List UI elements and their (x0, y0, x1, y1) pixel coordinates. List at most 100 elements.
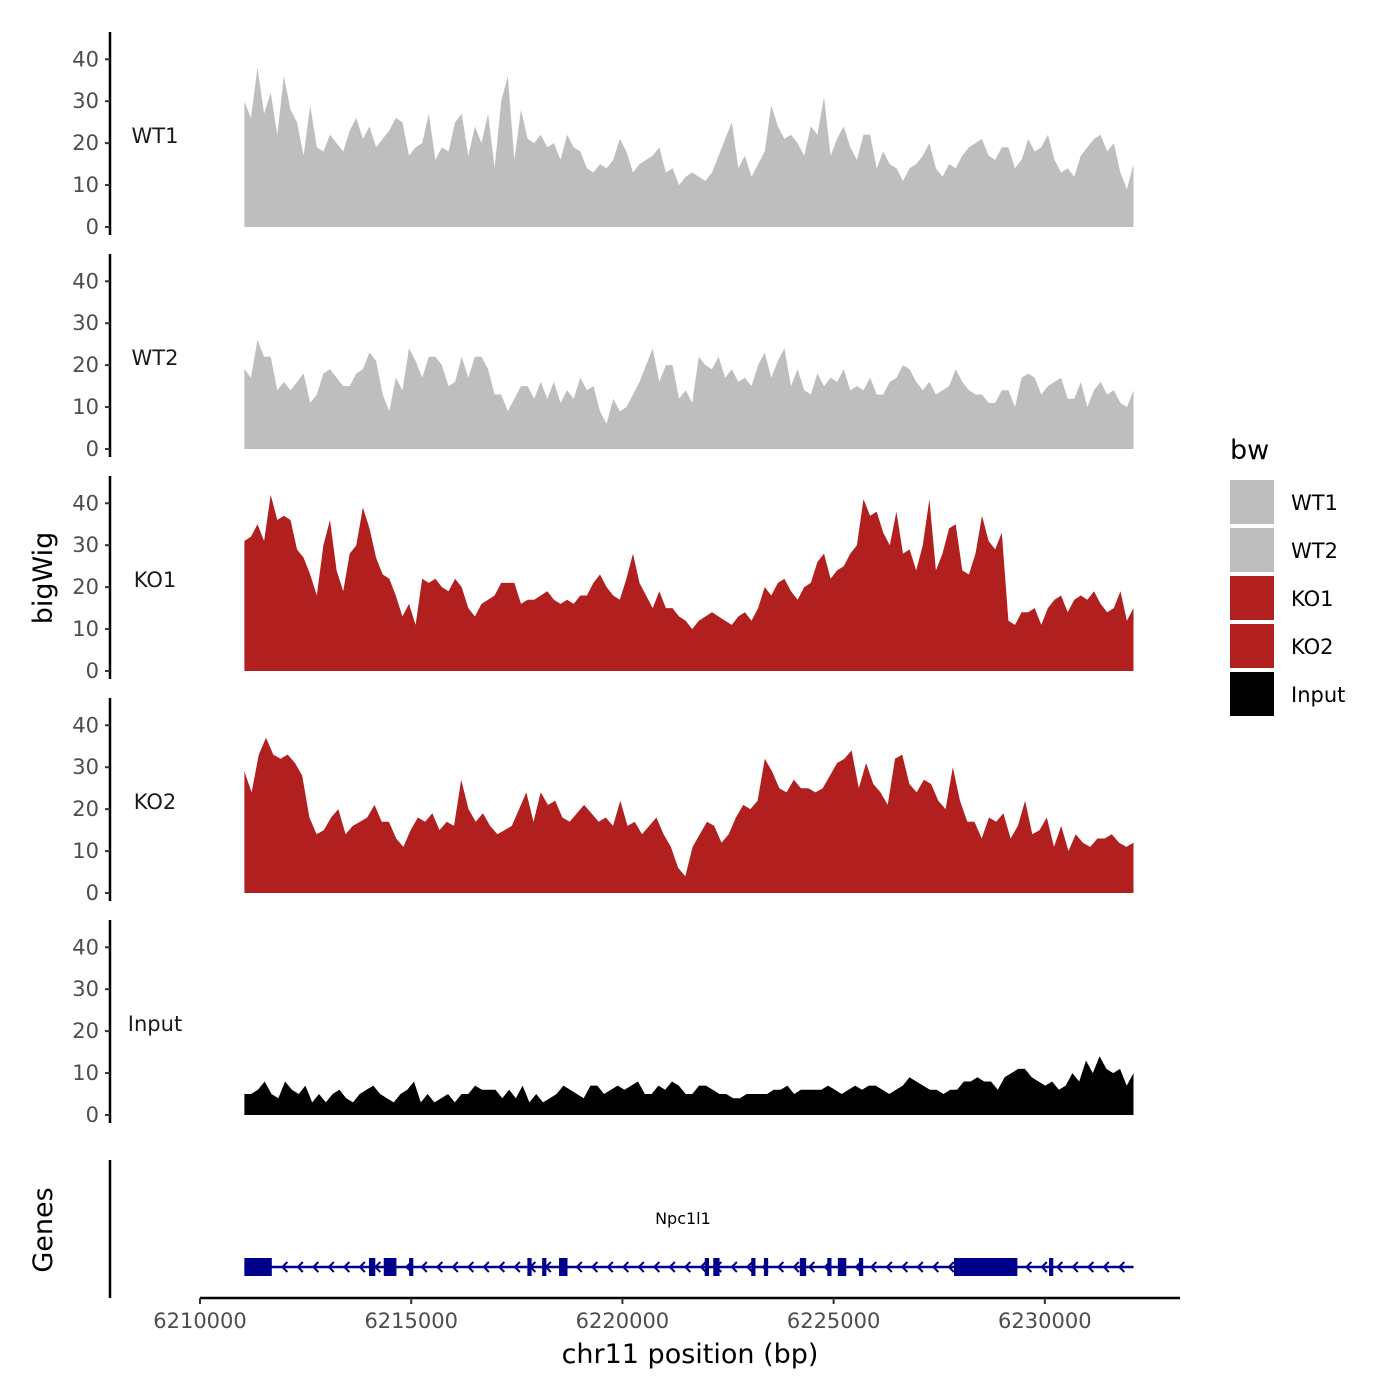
strand-arrow (497, 1261, 506, 1273)
y-axis-title: bigWig (28, 532, 59, 625)
area-ko2 (244, 737, 1134, 893)
strand-arrow (482, 1261, 490, 1273)
y-tick-label: 0 (86, 437, 99, 461)
genes-layer: Npc1l1 (108, 1160, 1134, 1298)
y-tick-label: 10 (72, 395, 99, 419)
strand-arrow (1024, 1261, 1033, 1273)
exon (527, 1258, 532, 1276)
y-tick-label: 40 (72, 47, 99, 71)
tracks-layer: 0 10 20 30 40 WT1 0 10 20 30 40 WT2 0 10 20 30 40 KO1 0 10 2… (72, 32, 1134, 1127)
legend-key-wt1 (1230, 480, 1274, 524)
x-axis: 6210000 6215000 6220000 6225000 6230000 (153, 1296, 1180, 1333)
strand-arrow (575, 1261, 583, 1273)
strand-arrow (931, 1261, 940, 1273)
exon (383, 1258, 397, 1276)
strand-arrow (435, 1261, 444, 1273)
x-tick-label: 6230000 (998, 1309, 1092, 1333)
exon (837, 1258, 847, 1276)
strand-arrow (637, 1261, 645, 1273)
area-ko1 (244, 494, 1134, 671)
x-tick-label: 6225000 (787, 1309, 881, 1333)
exon (713, 1258, 720, 1276)
legend-label-input: Input (1291, 683, 1345, 707)
y-tick-label: 0 (86, 659, 99, 683)
y-tick-label: 40 (72, 935, 99, 959)
legend-label-wt2: WT2 (1291, 539, 1338, 563)
exon (559, 1258, 568, 1276)
y-tick-label: 0 (86, 1103, 99, 1127)
track-label-ko2: KO2 (134, 790, 177, 814)
strand-arrow (1117, 1261, 1126, 1273)
y-tick-label: 20 (72, 575, 99, 599)
gene-npc1l1: Npc1l1 (244, 1209, 1134, 1276)
strand-arrow (1086, 1261, 1095, 1273)
strand-arrow (947, 1261, 955, 1273)
y-tick-label: 40 (72, 713, 99, 737)
exon (368, 1258, 376, 1276)
genes-axis-title: Genes (28, 1187, 59, 1272)
y-tick-label: 30 (72, 977, 99, 1001)
exon (827, 1258, 832, 1276)
strand-arrow (668, 1261, 676, 1273)
strand-arrow (513, 1261, 521, 1273)
y-tick-label: 30 (72, 755, 99, 779)
y-tick-label: 40 (72, 269, 99, 293)
strand-arrow (869, 1261, 878, 1273)
legend-label-ko1: KO1 (1291, 587, 1334, 611)
strand-arrow (1055, 1261, 1064, 1273)
strand-arrow (916, 1261, 924, 1273)
y-tick-label: 20 (72, 131, 99, 155)
strand-arrow (776, 1261, 785, 1273)
y-tick-label: 10 (72, 617, 99, 641)
y-tick-label: 40 (72, 491, 99, 515)
exon (704, 1258, 710, 1276)
y-tick-label: 10 (72, 1061, 99, 1085)
strand-arrow (590, 1261, 599, 1273)
legend-key-ko1 (1230, 576, 1274, 620)
strand-arrow (373, 1261, 382, 1273)
y-tick-label: 30 (72, 89, 99, 113)
y-tick-label: 20 (72, 797, 99, 821)
y-tick-label: 10 (72, 839, 99, 863)
exon (954, 1258, 1018, 1276)
track-input: 0 10 20 30 40 Input (72, 920, 1134, 1127)
exon (1049, 1258, 1054, 1276)
strand-arrow (900, 1261, 909, 1273)
track-wt2: 0 10 20 30 40 WT2 (72, 254, 1134, 461)
area-wt1 (244, 67, 1134, 227)
gene-label: Npc1l1 (655, 1209, 711, 1228)
track-label-wt2: WT2 (132, 346, 179, 370)
strand-arrow (606, 1261, 614, 1273)
strand-arrow (807, 1261, 816, 1273)
exon (542, 1258, 547, 1276)
strand-arrow (1071, 1261, 1079, 1273)
track-ko2: 0 10 20 30 40 KO2 (72, 698, 1134, 905)
track-ko1: 0 10 20 30 40 KO1 (72, 476, 1134, 683)
x-tick-label: 6210000 (153, 1309, 247, 1333)
exon (858, 1258, 864, 1276)
y-tick-label: 0 (86, 215, 99, 239)
legend-label-ko2: KO2 (1291, 635, 1334, 659)
strand-arrow (311, 1261, 320, 1273)
track-label-ko1: KO1 (134, 568, 177, 592)
strand-arrow (745, 1261, 754, 1273)
strand-arrow (327, 1261, 335, 1273)
x-tick-label: 6220000 (576, 1309, 670, 1333)
strand-arrow (420, 1261, 428, 1273)
strand-arrow (280, 1261, 289, 1273)
y-tick-label: 30 (72, 311, 99, 335)
strand-arrow (451, 1261, 459, 1273)
exon (409, 1258, 414, 1276)
strand-arrow (621, 1261, 630, 1273)
strand-arrow (342, 1261, 351, 1273)
area-input (244, 1056, 1134, 1115)
area-wt2 (244, 340, 1134, 449)
exon (751, 1258, 756, 1276)
exon (799, 1258, 807, 1276)
track-label-wt1: WT1 (132, 124, 179, 148)
y-tick-label: 0 (86, 881, 99, 905)
strand-arrow (730, 1261, 738, 1273)
strand-arrow (1102, 1261, 1110, 1273)
legend-key-ko2 (1230, 624, 1274, 668)
